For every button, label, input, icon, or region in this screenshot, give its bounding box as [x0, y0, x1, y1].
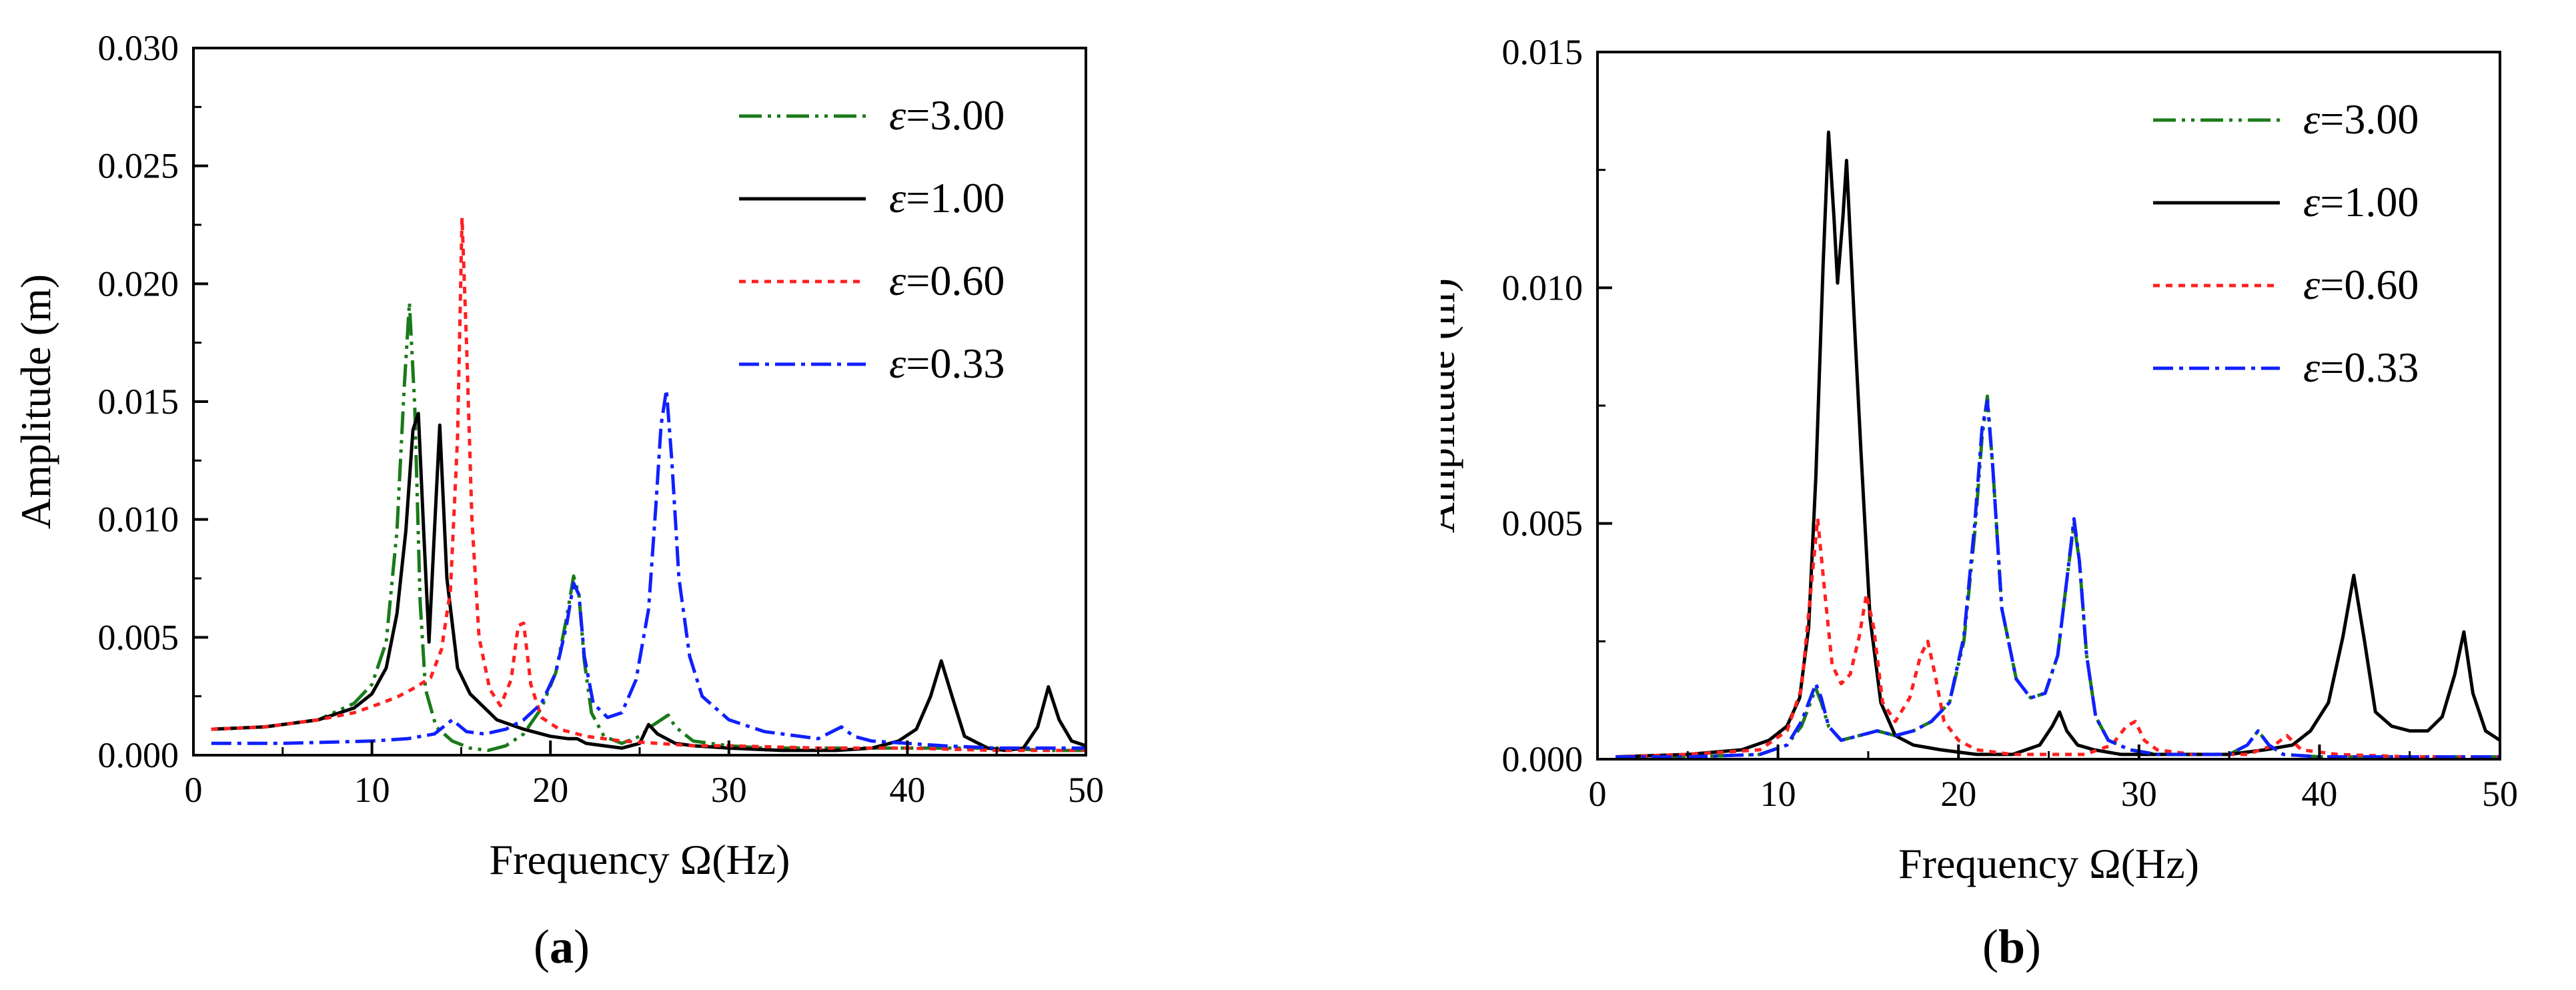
legend-epsilon: ε — [889, 91, 906, 139]
legend-epsilon: ε — [889, 340, 906, 387]
series-line-2 — [1616, 130, 2500, 759]
x-tick-label: 50 — [1068, 770, 1104, 810]
y-tick-label: 0.015 — [98, 382, 179, 422]
x-tick-label: 10 — [1760, 774, 1796, 814]
series-line-3 — [1616, 517, 2500, 759]
legend-epsilon: ε — [2303, 344, 2321, 391]
x-tick-label: 20 — [1940, 774, 1976, 814]
legend-label: ε=1.00 — [2303, 178, 2419, 225]
legend-value: =1.00 — [2320, 178, 2419, 225]
y-tick-label: 0.010 — [1502, 268, 1583, 308]
x-tick-label: 30 — [2121, 774, 2157, 814]
y-tick-label: 0.005 — [98, 617, 179, 657]
x-tick-label: 30 — [711, 770, 747, 810]
x-tick-label: 20 — [532, 770, 568, 810]
legend: ε=3.00ε=1.00ε=0.60ε=0.33 — [739, 91, 1005, 387]
x-tick-label: 0 — [1589, 774, 1607, 814]
legend-epsilon: ε — [2303, 95, 2321, 143]
x-tick-label: 40 — [2301, 774, 2337, 814]
legend-label: ε=3.00 — [2303, 95, 2419, 143]
x-tick-label: 50 — [2482, 774, 2518, 814]
x-tick-label: 10 — [354, 770, 390, 810]
y-tick-label: 0.005 — [1502, 504, 1583, 544]
legend-epsilon: ε — [889, 174, 906, 221]
y-axis-title: Amplitude (m) — [1441, 278, 1463, 533]
panel-label-a-close: ) — [573, 920, 590, 973]
y-axis-title: Amplitude (m) — [12, 274, 59, 529]
legend-label: ε=0.60 — [889, 257, 1005, 304]
x-tick-label: 0 — [185, 770, 203, 810]
legend: ε=3.00ε=1.00ε=0.60ε=0.33 — [2153, 95, 2419, 391]
plot-frame — [1596, 51, 2501, 761]
panel-label-b-letter: b — [1998, 920, 2026, 973]
panel-label-b-close: ) — [2025, 920, 2042, 973]
series-group — [211, 215, 1086, 753]
legend-epsilon: ε — [2303, 261, 2321, 308]
panel-label-a: (a) — [534, 919, 590, 975]
legend-value: =0.33 — [906, 340, 1005, 387]
y-tick-label: 0.000 — [98, 735, 179, 775]
legend-epsilon: ε — [889, 257, 906, 304]
panel-label-a-open: ( — [534, 920, 550, 973]
series-line-4 — [1616, 399, 2500, 759]
legend-label: ε=0.33 — [2303, 344, 2419, 391]
series-line-4 — [211, 388, 1086, 750]
y-tick-label: 0.010 — [98, 500, 179, 540]
legend-label: ε=0.60 — [2303, 261, 2419, 308]
legend-value: =0.33 — [2320, 344, 2419, 391]
series-line-1 — [211, 301, 1086, 753]
panel-label-b: (b) — [1982, 919, 2041, 975]
x-axis-title: Frequency Ω(Hz) — [490, 836, 790, 883]
chart-panel-a: 0 10 20 30 40 50 0.000 0.005 0.010 0.015 0.020 0.02… — [12, 28, 1104, 883]
y-tick-label: 0.015 — [1502, 32, 1583, 72]
panel-label-a-letter: a — [549, 920, 574, 973]
y-tick-label: 0.030 — [98, 28, 179, 68]
legend-epsilon: ε — [2303, 178, 2321, 225]
legend-value: =1.00 — [906, 174, 1005, 221]
legend-value: =0.60 — [906, 257, 1005, 304]
x-tick-label: 40 — [889, 770, 925, 810]
y-tick-label: 0.000 — [1502, 739, 1583, 779]
series-line-1 — [1616, 394, 2500, 759]
y-tick-label: 0.025 — [98, 146, 179, 186]
legend-label: ε=0.33 — [889, 340, 1005, 387]
chart-panel-b: 0 10 20 30 40 50 0.000 0.005 0.010 0.015 Frequency… — [1441, 32, 2518, 887]
x-axis-title: Frequency Ω(Hz) — [1898, 840, 2199, 887]
series-line-2 — [211, 412, 1086, 753]
legend-label: ε=1.00 — [889, 174, 1005, 221]
series-group — [1616, 130, 2500, 759]
legend-label: ε=3.00 — [889, 91, 1005, 139]
series-line-3 — [211, 215, 1086, 753]
plot-frame — [192, 47, 1087, 757]
legend-value: =0.60 — [2320, 261, 2419, 308]
panel-label-b-open: ( — [1982, 920, 1998, 973]
legend-value: =3.00 — [906, 91, 1005, 139]
y-tick-label: 0.020 — [98, 264, 179, 304]
legend-value: =3.00 — [2320, 95, 2419, 143]
